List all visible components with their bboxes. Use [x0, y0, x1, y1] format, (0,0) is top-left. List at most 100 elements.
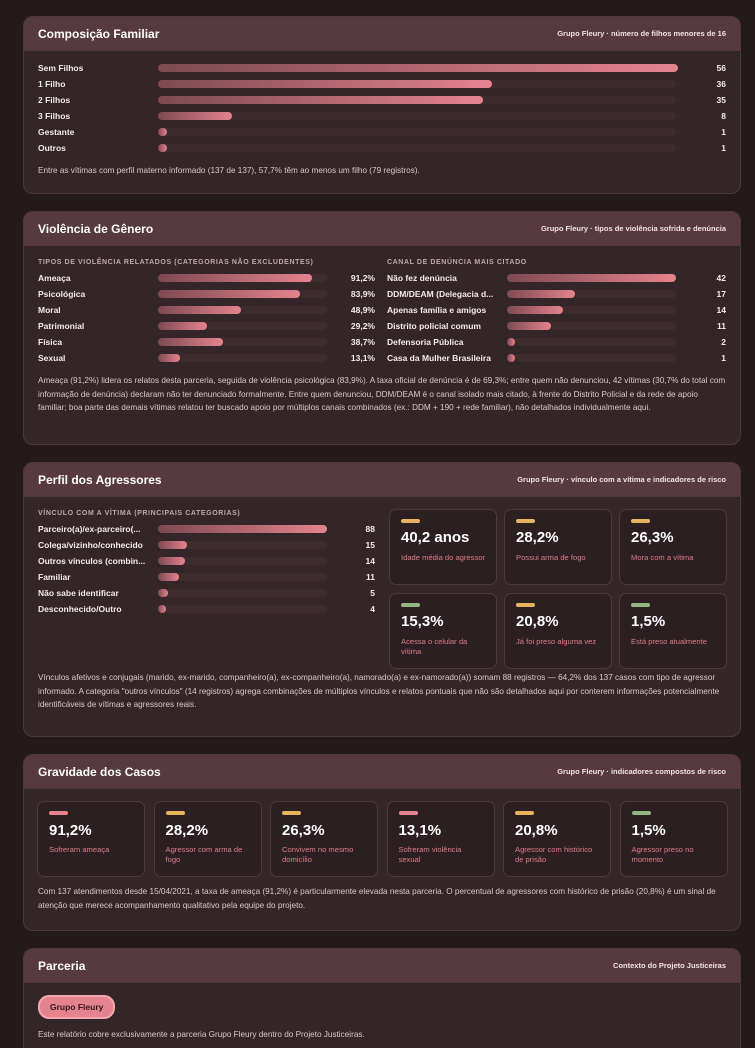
stat-card: 1,5% Agressor preso no momento: [619, 801, 728, 877]
gravidade-stats-row: 91,2% Sofreram ameaça 28,2% Agressor com ar…: [24, 789, 740, 885]
composicao-bars: Sem Filhos 56 1 Filho 36 2 Filhos 35 3 Filhos 8…: [38, 60, 726, 156]
bar-track: [158, 541, 327, 549]
bar-row: Física 38,7%: [38, 334, 375, 350]
stat-caption: Sofreram ameaça: [49, 845, 110, 854]
stat-caption: Está preso atualmente: [631, 637, 707, 646]
bar-track: [158, 290, 327, 298]
stat-card: 28,2% Possui arma de fogo: [504, 509, 612, 585]
stat-accent: [516, 603, 535, 607]
composicao-note: Entre as vítimas com perfil materno info…: [38, 166, 420, 175]
bar-track: [157, 64, 678, 72]
stat-value: 40,2 anos: [401, 529, 470, 546]
card-header: Violência de Gênero Grupo Fleury · tipos…: [24, 212, 740, 246]
bar-fill: [507, 274, 676, 282]
bar-fill: [158, 338, 224, 346]
perfil-agressores-card: Perfil dos Agressores Grupo Fleury · vín…: [23, 462, 741, 737]
bar-fill: [158, 573, 180, 581]
bar-value: 15: [365, 540, 375, 550]
bar-row: Não fez denúncia 42: [387, 270, 726, 286]
bar-label: Não sabe identificar: [38, 588, 119, 598]
bar-track: [157, 80, 677, 88]
bar-track: [507, 338, 676, 346]
stat-value: 1,5%: [631, 613, 666, 630]
bar-fill: [158, 274, 313, 282]
agressores-note: Vínculos afetivos e conjugais (marido, e…: [38, 673, 720, 709]
bar-value: 14: [716, 305, 726, 315]
bar-value: 5: [370, 588, 375, 598]
stat-card: 15,3% Acessa o celular da vítima: [389, 593, 497, 669]
bar-fill: [158, 290, 300, 298]
stat-card: 28,2% Agressor com arma de fogo: [153, 801, 262, 877]
bar-label: Outros vínculos (combin...: [38, 556, 146, 566]
bar-row: Colega/vizinho/conhecido 15: [38, 537, 375, 553]
bar-label: Ameaça: [38, 273, 71, 283]
stat-accent: [516, 519, 535, 523]
partner-chip[interactable]: Grupo Fleury: [38, 995, 116, 1019]
stat-caption: Possui arma de fogo: [516, 553, 586, 562]
bar-track: [157, 96, 677, 104]
bar-label: Patrimonial: [38, 321, 85, 331]
stat-card: 13,1% Sofreram violência sexual: [386, 801, 495, 877]
bar-row: Ameaça 91,2%: [38, 270, 375, 286]
bar-fill: [157, 128, 167, 136]
bar-track: [157, 112, 677, 120]
bar-label: 3 Filhos: [38, 111, 71, 121]
bar-row: Distrito policial comum 11: [387, 318, 726, 334]
stat-card: 1,5% Está preso atualmente: [619, 593, 727, 669]
bar-fill: [507, 338, 516, 346]
bar-fill: [157, 144, 167, 152]
bar-row: DDM/DEAM (Delegacia d... 17: [387, 286, 726, 302]
bar-track: [507, 306, 676, 314]
stat-caption: Sofreram violência sexual: [398, 845, 462, 864]
bar-row: Moral 48,9%: [38, 302, 375, 318]
bar-label: Defensoria Pública: [387, 337, 464, 347]
stat-value: 91,2%: [49, 822, 92, 839]
bar-value: 8: [721, 111, 727, 121]
stat-card: 26,3% Mora com a vítima: [619, 509, 727, 585]
bar-fill: [507, 354, 515, 362]
bar-track: [507, 274, 676, 282]
tipos-bars: Ameaça 91,2% Psicológica 83,9% Moral 48,9% Pat…: [38, 270, 375, 366]
bar-track: [158, 338, 327, 346]
bar-track: [158, 525, 327, 533]
bar-label: Parceiro(a)/ex-parceiro(...: [38, 524, 141, 534]
stat-caption: Agressor preso no momento: [631, 845, 694, 864]
stat-accent: [631, 519, 650, 523]
card-header: Gravidade dos Casos Grupo Fleury · indic…: [24, 755, 740, 789]
bar-label: Colega/vizinho/conhecido: [38, 540, 143, 550]
stat-value: 28,2%: [165, 822, 209, 839]
stat-accent: [282, 811, 301, 815]
bar-track: [158, 306, 327, 314]
bar-value: 29,2%: [350, 321, 375, 331]
bar-value: 35: [716, 95, 727, 105]
bar-row: Psicológica 83,9%: [38, 286, 375, 302]
stat-accent: [49, 811, 68, 815]
violencia-genero-card: Violência de Gênero Grupo Fleury · tipos…: [23, 211, 741, 445]
bar-value: 14: [365, 556, 375, 566]
bar-track: [158, 354, 327, 362]
canais-heading: CANAL DE DENÚNCIA MAIS CITADO: [387, 258, 527, 266]
gravidade-card: Gravidade dos Casos Grupo Fleury · indic…: [23, 754, 741, 931]
bar-label: Física: [38, 337, 63, 347]
bar-fill: [507, 322, 552, 330]
bar-row: Outros 1: [38, 140, 726, 156]
bar-label: DDM/DEAM (Delegacia d...: [387, 289, 494, 299]
bar-row: Sexual 13,1%: [38, 350, 375, 366]
stat-value: 20,8%: [515, 822, 558, 839]
card-header: Composição Familiar Grupo Fleury · númer…: [24, 17, 740, 51]
stat-card: 26,3% Convivem no mesmo domicílio: [270, 801, 378, 877]
stat-caption: Já foi preso alguma vez: [516, 637, 597, 646]
bar-label: Não fez denúncia: [387, 273, 457, 283]
card-subtitle: Grupo Fleury · número de filhos menores …: [557, 29, 726, 38]
stat-caption: Convivem no mesmo domicílio: [282, 845, 354, 864]
parceria-note: Este relatório cobre exclusivamente a pa…: [38, 1030, 365, 1039]
bar-row: 1 Filho 36: [38, 76, 726, 92]
bar-value: 88: [365, 524, 375, 534]
stat-accent: [401, 519, 420, 523]
canais-bars: Não fez denúncia 42 DDM/DEAM (Delegacia d.…: [387, 270, 726, 366]
stat-value: 26,3%: [631, 529, 674, 546]
bar-label: Casa da Mulher Brasileira: [387, 353, 491, 363]
card-title: Composição Familiar: [38, 26, 160, 41]
bar-fill: [158, 557, 185, 565]
bar-row: Familiar 11: [38, 569, 375, 585]
